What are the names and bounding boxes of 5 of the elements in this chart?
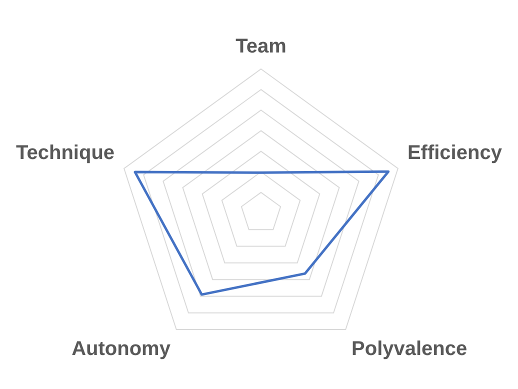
spoke-label: Technique xyxy=(16,142,115,164)
spoke-label: Efficiency xyxy=(407,142,503,164)
spoke-label: Autonomy xyxy=(72,338,172,360)
spoke-label: Polyvalence xyxy=(352,338,468,360)
spoke-label: Team xyxy=(236,36,286,58)
